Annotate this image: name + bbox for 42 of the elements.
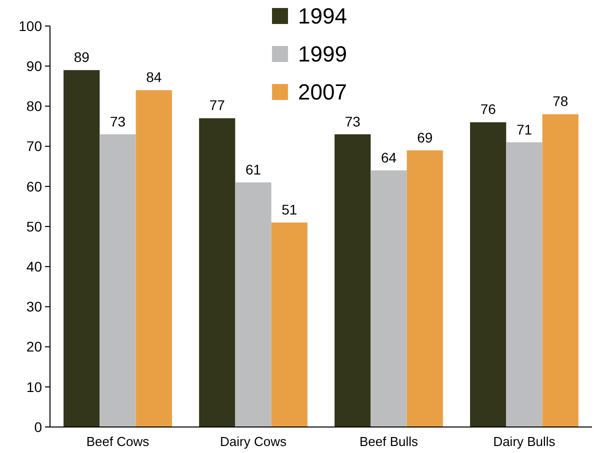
bar	[542, 114, 578, 427]
bar	[370, 170, 407, 427]
bar	[334, 134, 371, 427]
bar	[271, 222, 308, 427]
bar	[100, 134, 136, 427]
data-label: 61	[245, 161, 262, 178]
y-tick-label: 90	[26, 58, 42, 74]
legend-label: 2007	[298, 80, 347, 105]
bar	[64, 70, 100, 427]
y-tick-label: 10	[26, 378, 42, 395]
legend-label: 1999	[298, 42, 347, 67]
y-tick-label: 100	[18, 18, 42, 34]
y-tick-label: 70	[26, 138, 42, 154]
data-label: 73	[110, 113, 126, 130]
x-tick-label: Dairy Bulls	[493, 434, 556, 449]
x-tick-label: Dairy Cows	[220, 434, 287, 449]
x-tick-label: Beef Bulls	[359, 434, 419, 449]
data-label: 69	[417, 129, 433, 146]
y-tick-label: 60	[26, 178, 42, 194]
data-label: 77	[209, 97, 226, 114]
bar	[199, 118, 236, 427]
data-label: 89	[74, 49, 90, 66]
bar	[235, 182, 272, 427]
y-tick-label: 40	[26, 258, 42, 274]
data-label: 71	[516, 121, 532, 138]
bar	[136, 90, 172, 427]
bar	[506, 142, 542, 427]
data-label: 78	[552, 93, 568, 110]
x-tick-label: Beef Cows	[86, 434, 150, 449]
data-label: 64	[380, 149, 397, 166]
bar	[470, 122, 506, 427]
y-tick-label: 30	[26, 298, 42, 315]
y-tick-label: 50	[26, 218, 42, 234]
legend-label: 1994	[298, 4, 347, 29]
y-tick-label: 0	[34, 418, 42, 435]
y-tick-label: 20	[26, 338, 42, 355]
bar	[406, 150, 443, 427]
data-label: 51	[282, 201, 298, 218]
data-label: 84	[146, 69, 162, 86]
data-label: 73	[344, 113, 361, 130]
data-label: 76	[480, 101, 496, 118]
y-tick-label: 80	[26, 98, 42, 114]
